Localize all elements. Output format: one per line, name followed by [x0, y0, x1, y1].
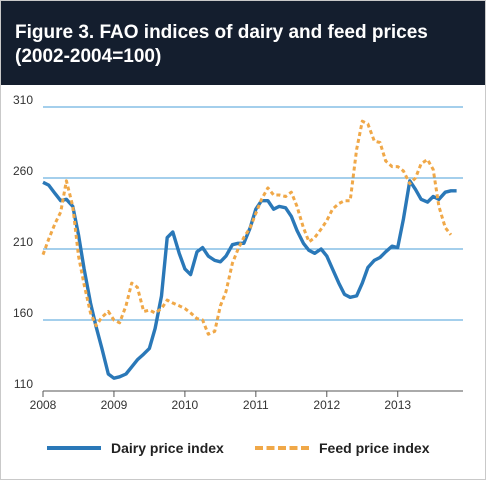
legend-swatch-feed: [255, 446, 309, 450]
chart-legend: Dairy price index Feed price index: [1, 429, 485, 467]
figure-header: Figure 3. FAO indices of dairy and feed …: [1, 1, 485, 85]
dairy-price-line: [42, 179, 457, 380]
x-tick-label-2008: 2008: [30, 398, 57, 412]
y-tick-label-210: 210: [13, 235, 33, 249]
feed-price-line: [41, 119, 453, 336]
series-lines: [41, 119, 457, 380]
line-chart: 110 160 210 260 310 2008 2009 2010 2011 2012 2013: [13, 93, 463, 412]
y-tick-label-260: 260: [13, 164, 33, 178]
legend-label-feed: Feed price index: [319, 440, 430, 456]
y-tick-label-160: 160: [13, 306, 33, 320]
y-tick-label-110: 110: [14, 377, 33, 391]
legend-label-dairy: Dairy price index: [111, 440, 224, 456]
y-tick-label-310: 310: [13, 93, 33, 107]
x-tick-label-2010: 2010: [172, 398, 199, 412]
figure-title-line-2: (2002-2004=100): [15, 46, 162, 67]
x-tick-label-2009: 2009: [101, 398, 128, 412]
figure-title-line-1: Figure 3. FAO indices of dairy and feed …: [15, 22, 428, 43]
legend-swatch-dairy: [47, 446, 101, 450]
legend-item-feed: Feed price index: [255, 429, 429, 467]
legend-item-dairy: Dairy price index: [47, 429, 224, 467]
grid-lines: [43, 106, 463, 321]
x-tick-label-2013: 2013: [384, 398, 411, 412]
x-tick-label-2012: 2012: [313, 398, 340, 412]
x-tick-label-2011: 2011: [243, 398, 269, 412]
axes: 110 160 210 260 310 2008 2009 2010 2011 2012 2013: [13, 93, 463, 412]
